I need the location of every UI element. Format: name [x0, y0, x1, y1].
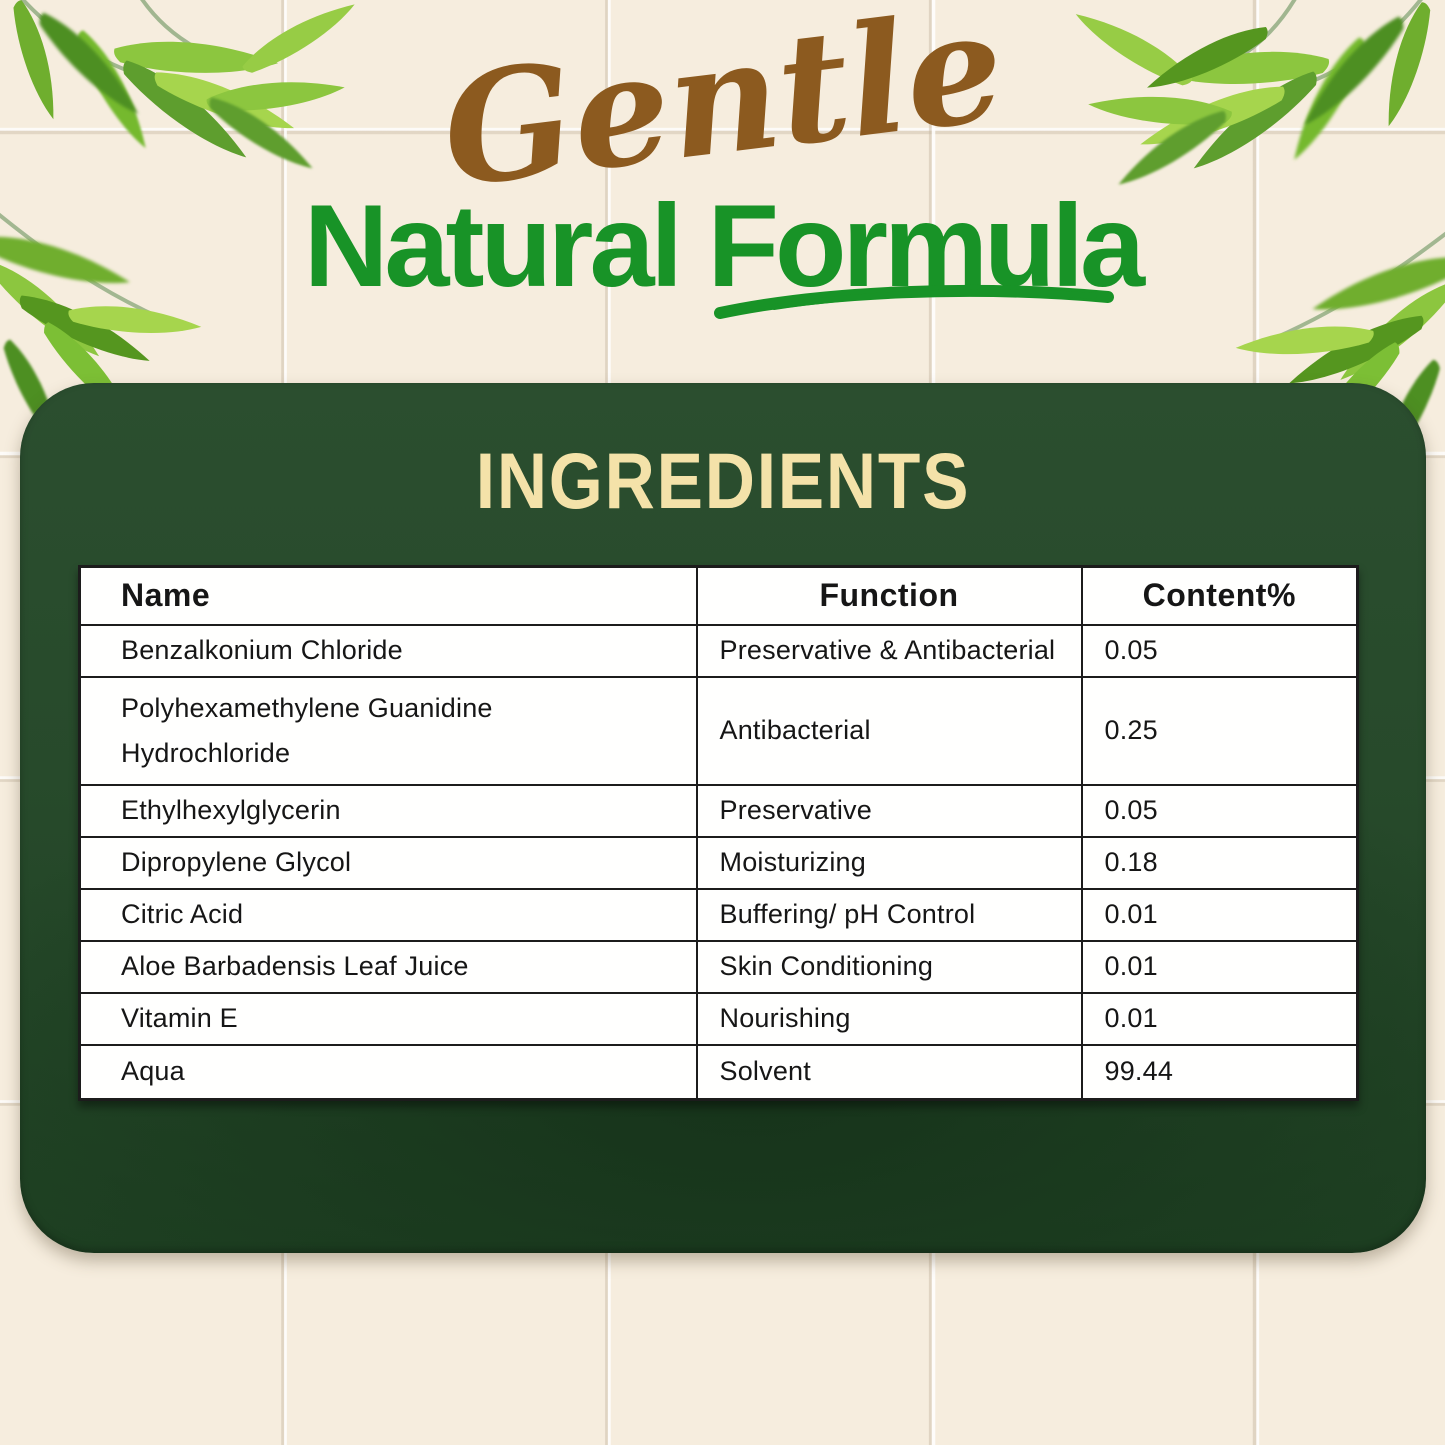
ingredients-panel: INGREDIENTS Name Function Content% Benza… — [20, 383, 1426, 1253]
table-row: Dipropylene Glycol Moisturizing 0.18 — [78, 835, 1359, 890]
table-row: Citric Acid Buffering/ pH Control 0.01 — [78, 887, 1359, 942]
ingredient-function-cell: Moisturizing — [695, 835, 1083, 890]
ingredient-function-cell: Antibacterial — [695, 675, 1083, 786]
ingredient-content-cell: 0.05 — [1080, 783, 1359, 838]
ingredient-content-cell: 0.05 — [1080, 623, 1359, 678]
ingredient-content-cell: 0.18 — [1080, 835, 1359, 890]
ingredients-table: Name Function Content% Benzalkonium Chlo… — [78, 565, 1359, 1101]
table-row: Ethylhexylglycerin Preservative 0.05 — [78, 783, 1359, 838]
ingredient-content-cell: 0.25 — [1080, 675, 1359, 786]
table-row: Benzalkonium Chloride Preservative & Ant… — [78, 623, 1359, 678]
ingredient-function-cell: Preservative — [695, 783, 1083, 838]
column-header-name: Name — [78, 565, 698, 626]
column-header-function: Function — [695, 565, 1083, 626]
ingredient-name-cell: Aloe Barbadensis Leaf Juice — [78, 939, 698, 994]
ingredient-name-cell: Benzalkonium Chloride — [78, 623, 698, 678]
ingredient-name-cell: Aqua — [78, 1043, 698, 1101]
ingredient-function-cell: Skin Conditioning — [695, 939, 1083, 994]
column-header-content: Content% — [1080, 565, 1359, 626]
ingredient-name-cell: Polyhexamethylene Guanidine Hydrochlorid… — [78, 675, 698, 786]
table-row: Aloe Barbadensis Leaf Juice Skin Conditi… — [78, 939, 1359, 994]
ingredient-function-cell: Preservative & Antibacterial — [695, 623, 1083, 678]
table-header-row: Name Function Content% — [78, 565, 1359, 626]
ingredient-name-cell: Citric Acid — [78, 887, 698, 942]
ingredient-content-cell: 0.01 — [1080, 991, 1359, 1046]
ingredient-name-cell: Dipropylene Glycol — [78, 835, 698, 890]
ingredient-function-cell: Solvent — [695, 1043, 1083, 1101]
ingredient-content-cell: 0.01 — [1080, 939, 1359, 994]
ingredient-name-cell: Ethylhexylglycerin — [78, 783, 698, 838]
table-row: Aqua Solvent 99.44 — [78, 1043, 1359, 1101]
underline-swoosh-icon — [714, 284, 1114, 319]
ingredient-content-cell: 0.01 — [1080, 887, 1359, 942]
ingredient-function-cell: Nourishing — [695, 991, 1083, 1046]
ingredient-name-cell: Vitamin E — [78, 991, 698, 1046]
ingredient-content-cell: 99.44 — [1080, 1043, 1359, 1101]
table-row: Vitamin E Nourishing 0.01 — [78, 991, 1359, 1046]
table-row: Polyhexamethylene Guanidine Hydrochlorid… — [78, 675, 1359, 786]
ingredient-function-cell: Buffering/ pH Control — [695, 887, 1083, 942]
ingredients-title: INGREDIENTS — [475, 436, 971, 525]
